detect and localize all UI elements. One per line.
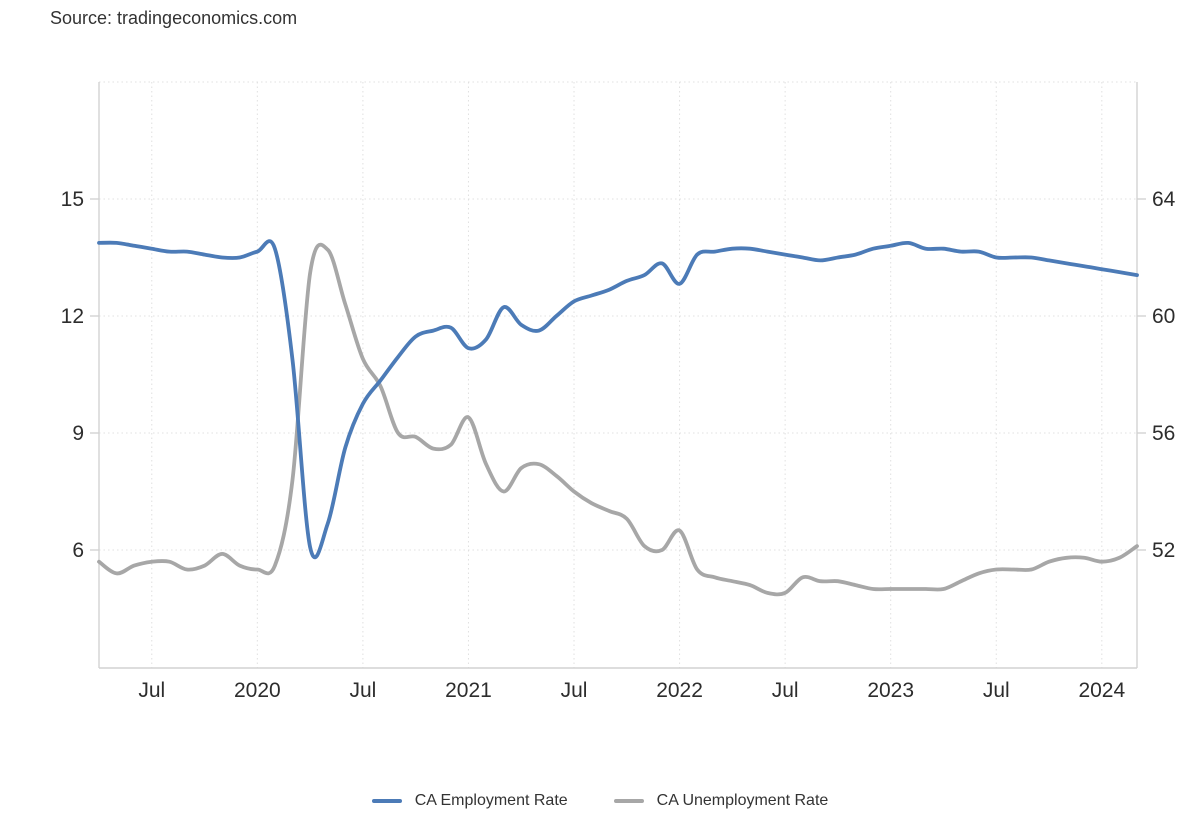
x-axis-label: Jul bbox=[561, 679, 588, 702]
x-axis-label: 2024 bbox=[1078, 679, 1125, 702]
x-axis-label: Jul bbox=[349, 679, 376, 702]
y-axis-left-label: 6 bbox=[72, 539, 84, 562]
legend-label-unemployment: CA Unemployment Rate bbox=[656, 792, 829, 809]
x-axis-label: 2023 bbox=[867, 679, 914, 702]
chart-legend: CA Employment Rate CA Unemployment Rate bbox=[0, 792, 1200, 810]
y-axis-right-label: 56 bbox=[1152, 422, 1175, 445]
y-axis-left-label: 9 bbox=[72, 422, 84, 445]
x-axis-label: Jul bbox=[772, 679, 799, 702]
x-axis-label: Jul bbox=[138, 679, 165, 702]
x-axis-label: 2022 bbox=[656, 679, 703, 702]
y-axis-left-label: 15 bbox=[61, 188, 84, 211]
y-axis-right-label: 52 bbox=[1152, 539, 1175, 562]
unemployment-line-swatch bbox=[613, 799, 644, 803]
unemployment-rate-line bbox=[97, 242, 1139, 597]
legend-label-employment: CA Employment Rate bbox=[414, 792, 568, 809]
employment-rate-line bbox=[97, 239, 1139, 559]
y-axis-right-label: 60 bbox=[1152, 305, 1175, 328]
y-axis-left-label: 12 bbox=[61, 305, 84, 328]
employment-line-swatch bbox=[371, 799, 402, 803]
x-axis-label: 2020 bbox=[234, 679, 281, 702]
source-caption: Source: tradingeconomics.com bbox=[50, 8, 298, 28]
y-axis-right-label: 64 bbox=[1152, 188, 1176, 211]
legend-item-unemployment[interactable]: CA Unemployment Rate bbox=[613, 792, 829, 810]
x-axis-label: Jul bbox=[983, 679, 1010, 702]
x-axis-label: 2021 bbox=[445, 679, 492, 702]
legend-item-employment[interactable]: CA Employment Rate bbox=[371, 792, 568, 810]
